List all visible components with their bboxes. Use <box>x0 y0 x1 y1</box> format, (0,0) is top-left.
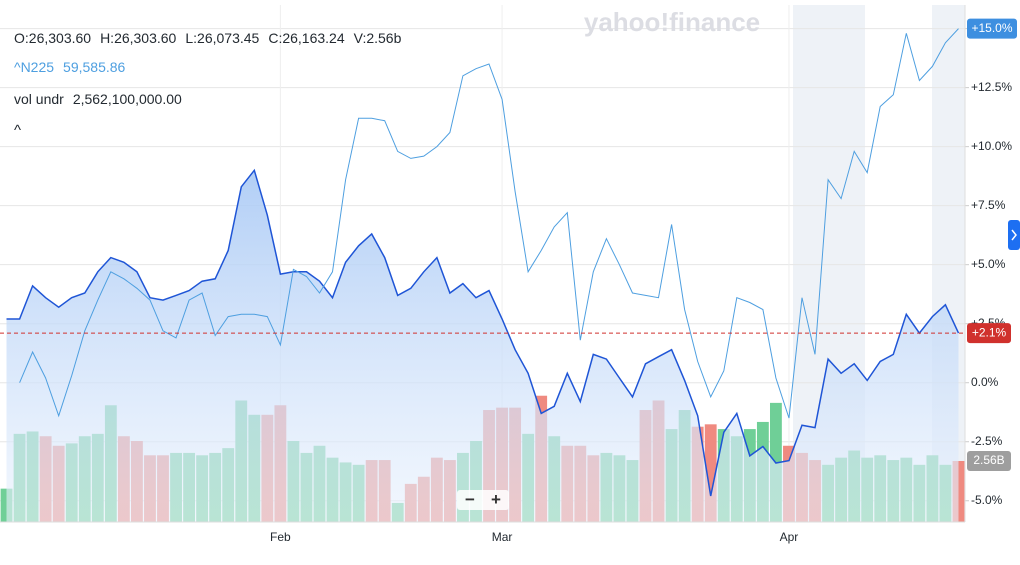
y-tick-label: +10.0% <box>971 139 1012 153</box>
y-tick-label: -5.0% <box>971 493 1003 507</box>
x-tick-label: Apr <box>780 530 799 544</box>
x-tick-label: Mar <box>492 530 513 544</box>
side-panel-toggle[interactable] <box>1008 220 1020 250</box>
volume-value-label: 2.56B <box>973 453 1004 467</box>
y-tick-label: +12.5% <box>971 80 1012 94</box>
ohlcv-close: C:26,163.24 <box>268 30 345 46</box>
series-line <box>19 28 959 419</box>
ohlcv-open: O:26,303.60 <box>14 30 92 46</box>
series-badge-label: +15.0% <box>971 21 1012 35</box>
legend-row: ^N225 59,585.86 <box>14 59 134 75</box>
volume-bar <box>704 424 717 522</box>
ohlcv-volume: V:2.56b <box>353 30 402 46</box>
series-line <box>6 168 960 497</box>
reference-label: +2.1% <box>972 325 1007 339</box>
series-badge <box>967 18 1017 39</box>
volume-name: vol undr <box>14 91 64 107</box>
side-panel-icon <box>1011 229 1017 241</box>
y-tick-label: +5.0% <box>971 257 1006 271</box>
ohlcv-low: L:26,073.45 <box>185 30 260 46</box>
volume-total: 2,562,100,000.00 <box>72 91 182 107</box>
y-tick-label: 0.0% <box>971 375 999 389</box>
y-tick-label: -2.5% <box>971 434 1003 448</box>
legend-value: 59,585.86 <box>63 59 126 75</box>
ohlcv-high: H:26,303.60 <box>100 30 177 46</box>
x-tick-label: Feb <box>270 530 291 544</box>
zoom-in[interactable]: + <box>491 490 501 509</box>
ohlcv-row: O:26,303.60 H:26,303.60 L:26,073.45 C:26,16… <box>14 30 410 46</box>
legend-name[interactable]: ^N225 <box>14 59 55 75</box>
zoom-out[interactable]: − <box>465 490 475 509</box>
collapse-button[interactable]: ^ <box>14 122 22 139</box>
watermark: yahoo!finance <box>584 7 760 37</box>
series-area <box>6 170 959 523</box>
volume-badge <box>967 451 1011 472</box>
volume-legend: vol undr 2,562,100,000.00 <box>14 91 191 107</box>
zoom-controls: − + <box>457 490 509 510</box>
reference-badge <box>967 323 1011 344</box>
y-tick-label: +7.5% <box>971 198 1006 212</box>
